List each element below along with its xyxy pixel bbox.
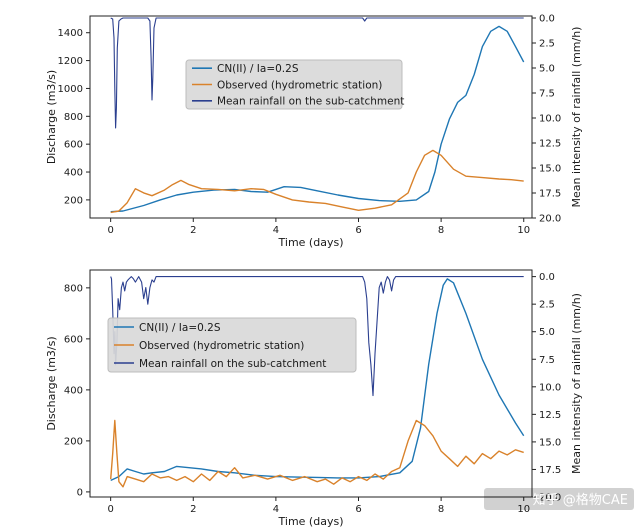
y2-tick-label: 20.0 [539,214,561,225]
y2-tick-label: 7.5 [539,89,555,100]
series-line-3 [110,276,524,397]
y2-axis-label: Mean intensity of rainfall (mm/h) [570,293,583,474]
series-line-1 [110,278,525,482]
watermark: 知乎 @格物CAE [484,488,634,510]
bottom-chart: 0 2 4 6 8 10 0 200 400 600 800 0.0 2.5 5.0 7.5 10.0 12.5… [45,269,583,528]
legend-entry: CN(II) / Ia=0.2S [217,63,299,75]
y2-tick-label: 2.5 [539,39,555,50]
y2-tick-label: 2.5 [539,300,555,311]
y2-tick-label: 15.0 [539,437,561,448]
series-line-3 [110,17,524,129]
y-tick-label: 600 [64,334,83,345]
y2-tick-label: 17.5 [539,465,561,476]
plot-frame [89,269,533,498]
y-tick-label: 200 [64,436,83,447]
x-tick-label: 0 [107,504,113,515]
x-tick-label: 4 [273,225,279,236]
y2-tick-label: 0.0 [539,14,555,25]
y-tick-label: 200 [64,195,83,206]
y2-tick-label: 17.5 [539,189,561,200]
y-tick-label: 400 [64,168,83,179]
legend-entry: CN(II) / Ia=0.2S [139,322,221,334]
top-chart: 0 2 4 6 8 10 200 400 600 800 1000 1200 1400 0.0 2.5 5.0… [45,14,583,250]
plot-frame [89,15,533,219]
x-tick-label: 8 [438,504,444,515]
legend-entry: Observed (hydrometric station) [139,340,304,352]
y2-axis-label: Mean intensity of rainfall (mm/h) [570,27,583,208]
y-tick-label: 1400 [58,28,83,39]
x-tick-label: 2 [190,504,196,515]
y-axis-label: Discharge (m3/s) [45,336,58,430]
legend-box [185,59,403,110]
x-tick-label: 0 [107,225,113,236]
legend-entry: Mean rainfall on the sub-catchment [139,358,326,370]
legend-entry: Mean rainfall on the sub-catchment [217,96,404,108]
legend-entry: Observed (hydrometric station) [217,79,382,91]
x-tick-label: 10 [517,504,530,515]
y-tick-label: 1200 [58,56,83,67]
y2-tick-label: 15.0 [539,164,561,175]
x-tick-label: 2 [190,225,196,236]
series-line-2 [110,419,524,488]
legend: CN(II) / Ia=0.2S Observed (hydrometric st… [107,317,357,373]
x-tick-label: 10 [517,225,530,236]
y2-tick-label: 10.0 [539,382,561,393]
x-axis-label: Time (days) [278,236,344,249]
series-line-2 [110,149,524,214]
x-tick-label: 4 [273,504,279,515]
x-axis-label: Time (days) [278,515,344,528]
y-tick-label: 1000 [58,84,83,95]
series-line-1 [110,25,525,213]
y2-tick-label: 20.0 [539,493,561,504]
y-tick-label: 400 [64,385,83,396]
y-tick-label: 0 [77,487,83,498]
y2-tick-label: 5.0 [539,327,555,338]
x-tick-label: 6 [355,225,361,236]
y-tick-label: 600 [64,140,83,151]
x-tick-label: 6 [355,504,361,515]
y-axis-label: Discharge (m3/s) [45,70,58,164]
watermark-text: 知乎 @格物CAE [533,492,628,508]
y2-tick-label: 10.0 [539,114,561,125]
legend: CN(II) / Ia=0.2S Observed (hydrometric st… [185,59,404,110]
y2-tick-label: 7.5 [539,355,555,366]
y2-tick-label: 12.5 [539,410,561,421]
x-tick-label: 8 [438,225,444,236]
y-tick-label: 800 [64,112,83,123]
y2-tick-label: 0.0 [539,272,555,283]
y-tick-label: 800 [64,283,83,294]
y2-tick-label: 5.0 [539,64,555,75]
y2-tick-label: 12.5 [539,139,561,150]
legend-box [107,317,357,373]
